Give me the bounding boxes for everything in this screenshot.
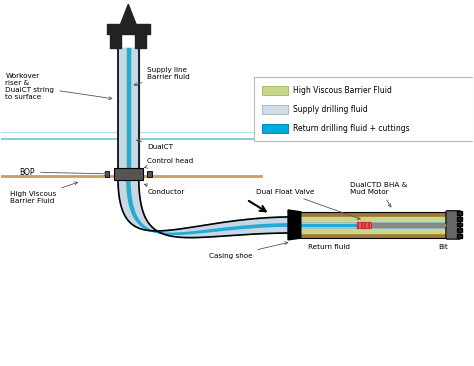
FancyBboxPatch shape <box>262 86 288 96</box>
FancyBboxPatch shape <box>147 171 152 177</box>
Text: Conductor: Conductor <box>145 184 184 195</box>
Text: Supply line
Barrier fluid: Supply line Barrier fluid <box>134 67 190 86</box>
Polygon shape <box>132 176 294 238</box>
FancyBboxPatch shape <box>262 105 288 115</box>
Text: High Viscous Barrier Fluid: High Viscous Barrier Fluid <box>293 86 392 95</box>
Text: DualCT: DualCT <box>137 139 173 150</box>
Text: High Viscous
Barrier Fluid: High Viscous Barrier Fluid <box>10 182 78 204</box>
FancyBboxPatch shape <box>446 211 461 239</box>
Text: Supply drilling fluid: Supply drilling fluid <box>293 105 367 114</box>
Text: BOP: BOP <box>19 168 108 176</box>
FancyBboxPatch shape <box>105 171 109 177</box>
Text: Workover
riser &
DualCT string
to surface: Workover riser & DualCT string to surfac… <box>5 73 112 100</box>
FancyBboxPatch shape <box>457 228 463 232</box>
Polygon shape <box>120 4 137 26</box>
FancyBboxPatch shape <box>294 212 459 238</box>
Text: Return drilling fluid + cuttings: Return drilling fluid + cuttings <box>293 124 410 133</box>
Polygon shape <box>118 176 294 233</box>
Text: Bit: Bit <box>438 244 448 250</box>
FancyBboxPatch shape <box>262 124 288 134</box>
FancyBboxPatch shape <box>457 217 463 221</box>
FancyBboxPatch shape <box>356 222 371 228</box>
Text: Dual Float Valve: Dual Float Valve <box>256 189 360 220</box>
Text: Casing shoe: Casing shoe <box>209 242 288 259</box>
FancyBboxPatch shape <box>457 211 463 215</box>
Text: DualCTD BHA &
Mud Motor: DualCTD BHA & Mud Motor <box>350 182 408 207</box>
Text: Control head: Control head <box>144 158 193 168</box>
Polygon shape <box>118 176 294 238</box>
Polygon shape <box>288 210 301 240</box>
FancyBboxPatch shape <box>254 77 474 141</box>
Text: Return fluid: Return fluid <box>308 244 350 250</box>
FancyBboxPatch shape <box>457 234 463 238</box>
FancyBboxPatch shape <box>114 168 143 180</box>
FancyBboxPatch shape <box>457 223 463 227</box>
Polygon shape <box>127 176 294 234</box>
